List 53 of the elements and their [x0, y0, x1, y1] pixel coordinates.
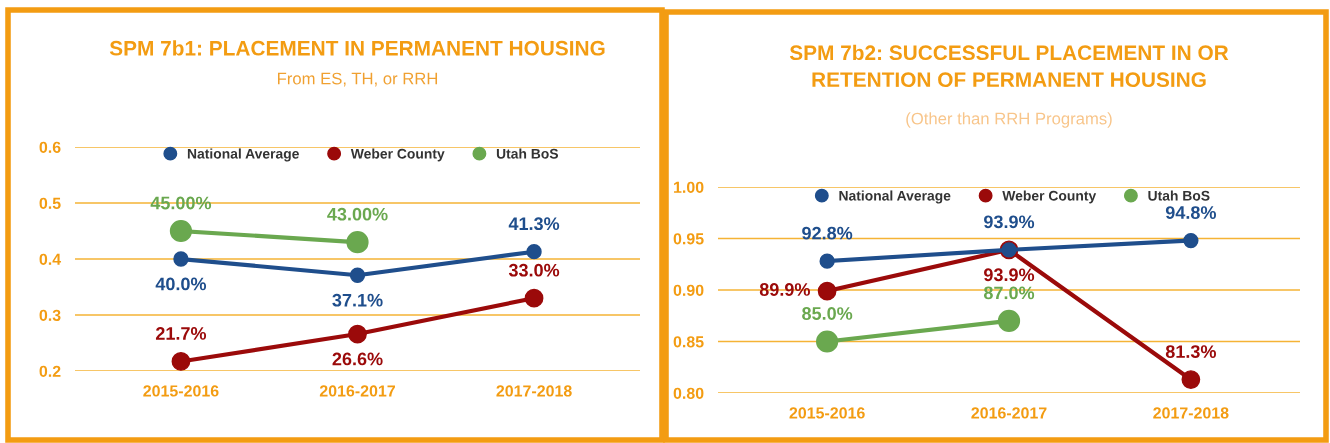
chart-title: SPM 7b1: PLACEMENT IN PERMANENT HOUSING [109, 40, 605, 56]
y-tick-label: 0.3 [39, 309, 61, 321]
point [817, 281, 837, 301]
data-label: 26.6% [332, 352, 383, 366]
point [524, 288, 544, 308]
legend-label: Weber County [1002, 190, 1097, 204]
data-label: 92.8% [802, 226, 853, 240]
data-label: 40.0% [155, 277, 207, 291]
x-tick-label: 2015-2016 [143, 385, 219, 397]
y-tick-label: 0.2 [39, 365, 61, 377]
point [349, 267, 366, 283]
data-label: 93.9% [984, 215, 1035, 229]
point [171, 352, 191, 371]
x-tick-label: 2017-2018 [496, 385, 572, 397]
point [346, 231, 369, 254]
point [169, 219, 193, 243]
legend-label: Weber County [350, 148, 445, 162]
legend-label: National Average [839, 190, 951, 204]
data-label: 41.3% [508, 217, 560, 231]
chart-title: SPM 7b2: SUCCESSFUL PLACEMENT IN OR RETENTION OF PERMANENT HOUSING [789, 44, 1229, 88]
y-tick-label: 0.90 [673, 284, 704, 296]
y-tick-label: 0.4 [39, 253, 62, 265]
y-tick-label: 0.5 [39, 197, 61, 209]
legend-label: National Average [187, 148, 299, 162]
legend-label: Utah BoS [496, 148, 559, 159]
point [1181, 370, 1201, 389]
y-tick-label: 0.6 [39, 141, 61, 153]
chart-subtitle: From ES, TH, or RRH [277, 72, 438, 87]
data-label: 37.1% [332, 293, 383, 307]
point [997, 309, 1021, 333]
chart-subtitle: (Other than RRH Programs) [906, 112, 1112, 128]
y-tick-label: 0.95 [673, 233, 704, 245]
y-tick-label: 1.00 [674, 181, 704, 193]
data-label: 94.8% [1165, 206, 1216, 219]
point [526, 244, 542, 260]
x-tick-label: 2015-2016 [789, 407, 865, 419]
data-label: 93.9% [984, 268, 1035, 282]
point [819, 253, 835, 269]
data-label: 81.3% [1165, 345, 1216, 359]
x-tick-label: 2016-2017 [971, 407, 1047, 419]
point [348, 324, 367, 344]
data-label: 21.7% [155, 327, 207, 340]
point [173, 251, 189, 267]
point [1183, 232, 1199, 249]
legend-label: Utah BoS [1148, 190, 1210, 201]
y-tick-label: 0.80 [673, 387, 704, 399]
data-label: 43.00% [327, 207, 388, 221]
y-tick-label: 0.85 [673, 336, 704, 348]
x-tick-label: 2016-2017 [319, 385, 395, 397]
data-label: 85.0% [802, 307, 853, 320]
data-label: 33.0% [508, 263, 560, 277]
x-tick-label: 2017-2018 [1153, 407, 1229, 419]
point [816, 330, 839, 353]
